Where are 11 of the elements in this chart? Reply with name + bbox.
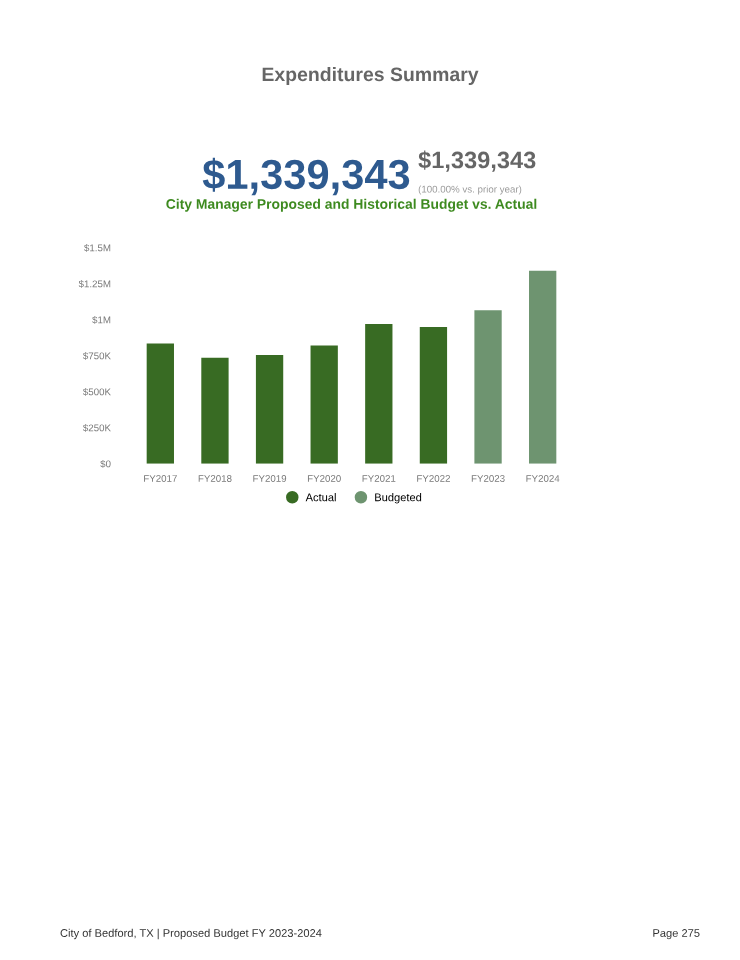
bar bbox=[474, 310, 502, 464]
bar bbox=[201, 357, 229, 464]
bar bbox=[255, 354, 284, 464]
bar bbox=[529, 270, 557, 464]
bar bbox=[146, 343, 174, 464]
bar bbox=[365, 324, 393, 464]
text: $1,339,343 bbox=[202, 157, 410, 196]
bar bbox=[419, 326, 448, 464]
text: $1,339,343 bbox=[418, 150, 536, 172]
text: Expenditures Summary bbox=[262, 66, 479, 86]
bar bbox=[310, 345, 338, 464]
